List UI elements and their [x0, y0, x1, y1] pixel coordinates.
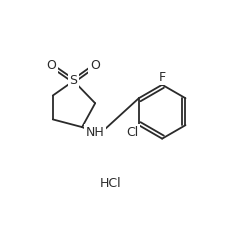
- Text: HCl: HCl: [100, 177, 121, 190]
- Text: F: F: [159, 71, 166, 83]
- Text: NH: NH: [86, 126, 105, 139]
- Text: Cl: Cl: [126, 126, 138, 139]
- Text: O: O: [46, 59, 56, 72]
- Text: O: O: [90, 59, 100, 72]
- Text: S: S: [70, 74, 78, 87]
